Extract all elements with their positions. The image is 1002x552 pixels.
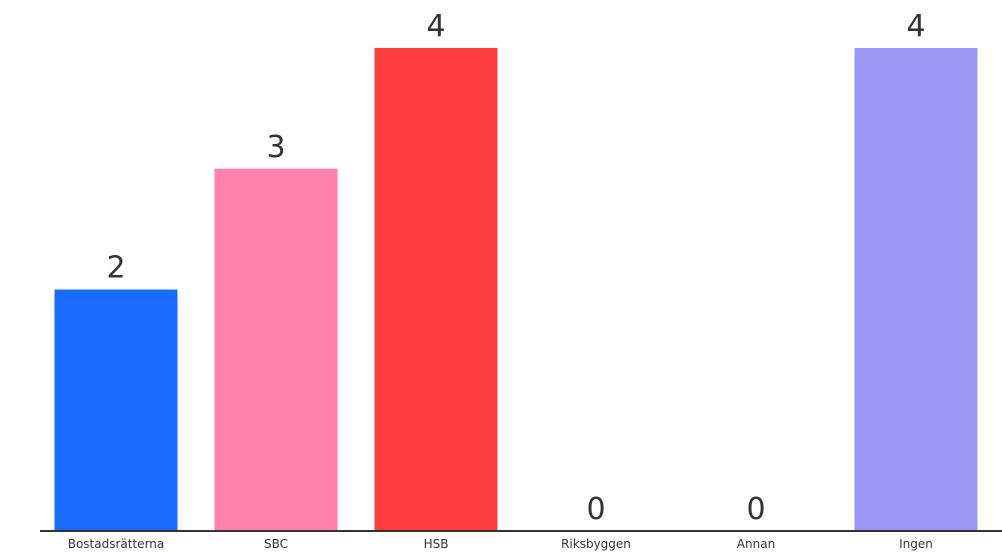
value-label-ingen: 4 (906, 9, 925, 44)
bars-group (54, 48, 978, 531)
value-label-annan: 0 (746, 492, 765, 527)
bar-hsb (374, 48, 498, 531)
value-label-hsb: 4 (426, 9, 445, 44)
x-tick-label-riksbyggen: Riksbyggen (561, 537, 631, 551)
bar-ingen (854, 48, 978, 531)
x-tick-label-ingen: Ingen (899, 537, 933, 551)
value-label-bostadsr-tterna: 2 (106, 251, 125, 286)
value-labels-group: 2 3 4 0 0 4 (106, 9, 925, 527)
bar-bostadsr-tterna (54, 289, 178, 531)
x-tick-label-sbc: SBC (264, 537, 288, 551)
x-tick-label-hsb: HSB (424, 537, 449, 551)
x-tick-labels-group: Bostadsrätterna SBC HSB Riksbyggen Annan Inge… (68, 537, 933, 551)
bar-sbc (214, 168, 338, 531)
x-tick-label-bostadsr-tterna: Bostadsrätterna (68, 537, 165, 551)
value-label-sbc: 3 (266, 130, 285, 165)
x-tick-label-annan: Annan (737, 537, 775, 551)
value-label-riksbyggen: 0 (586, 492, 605, 527)
